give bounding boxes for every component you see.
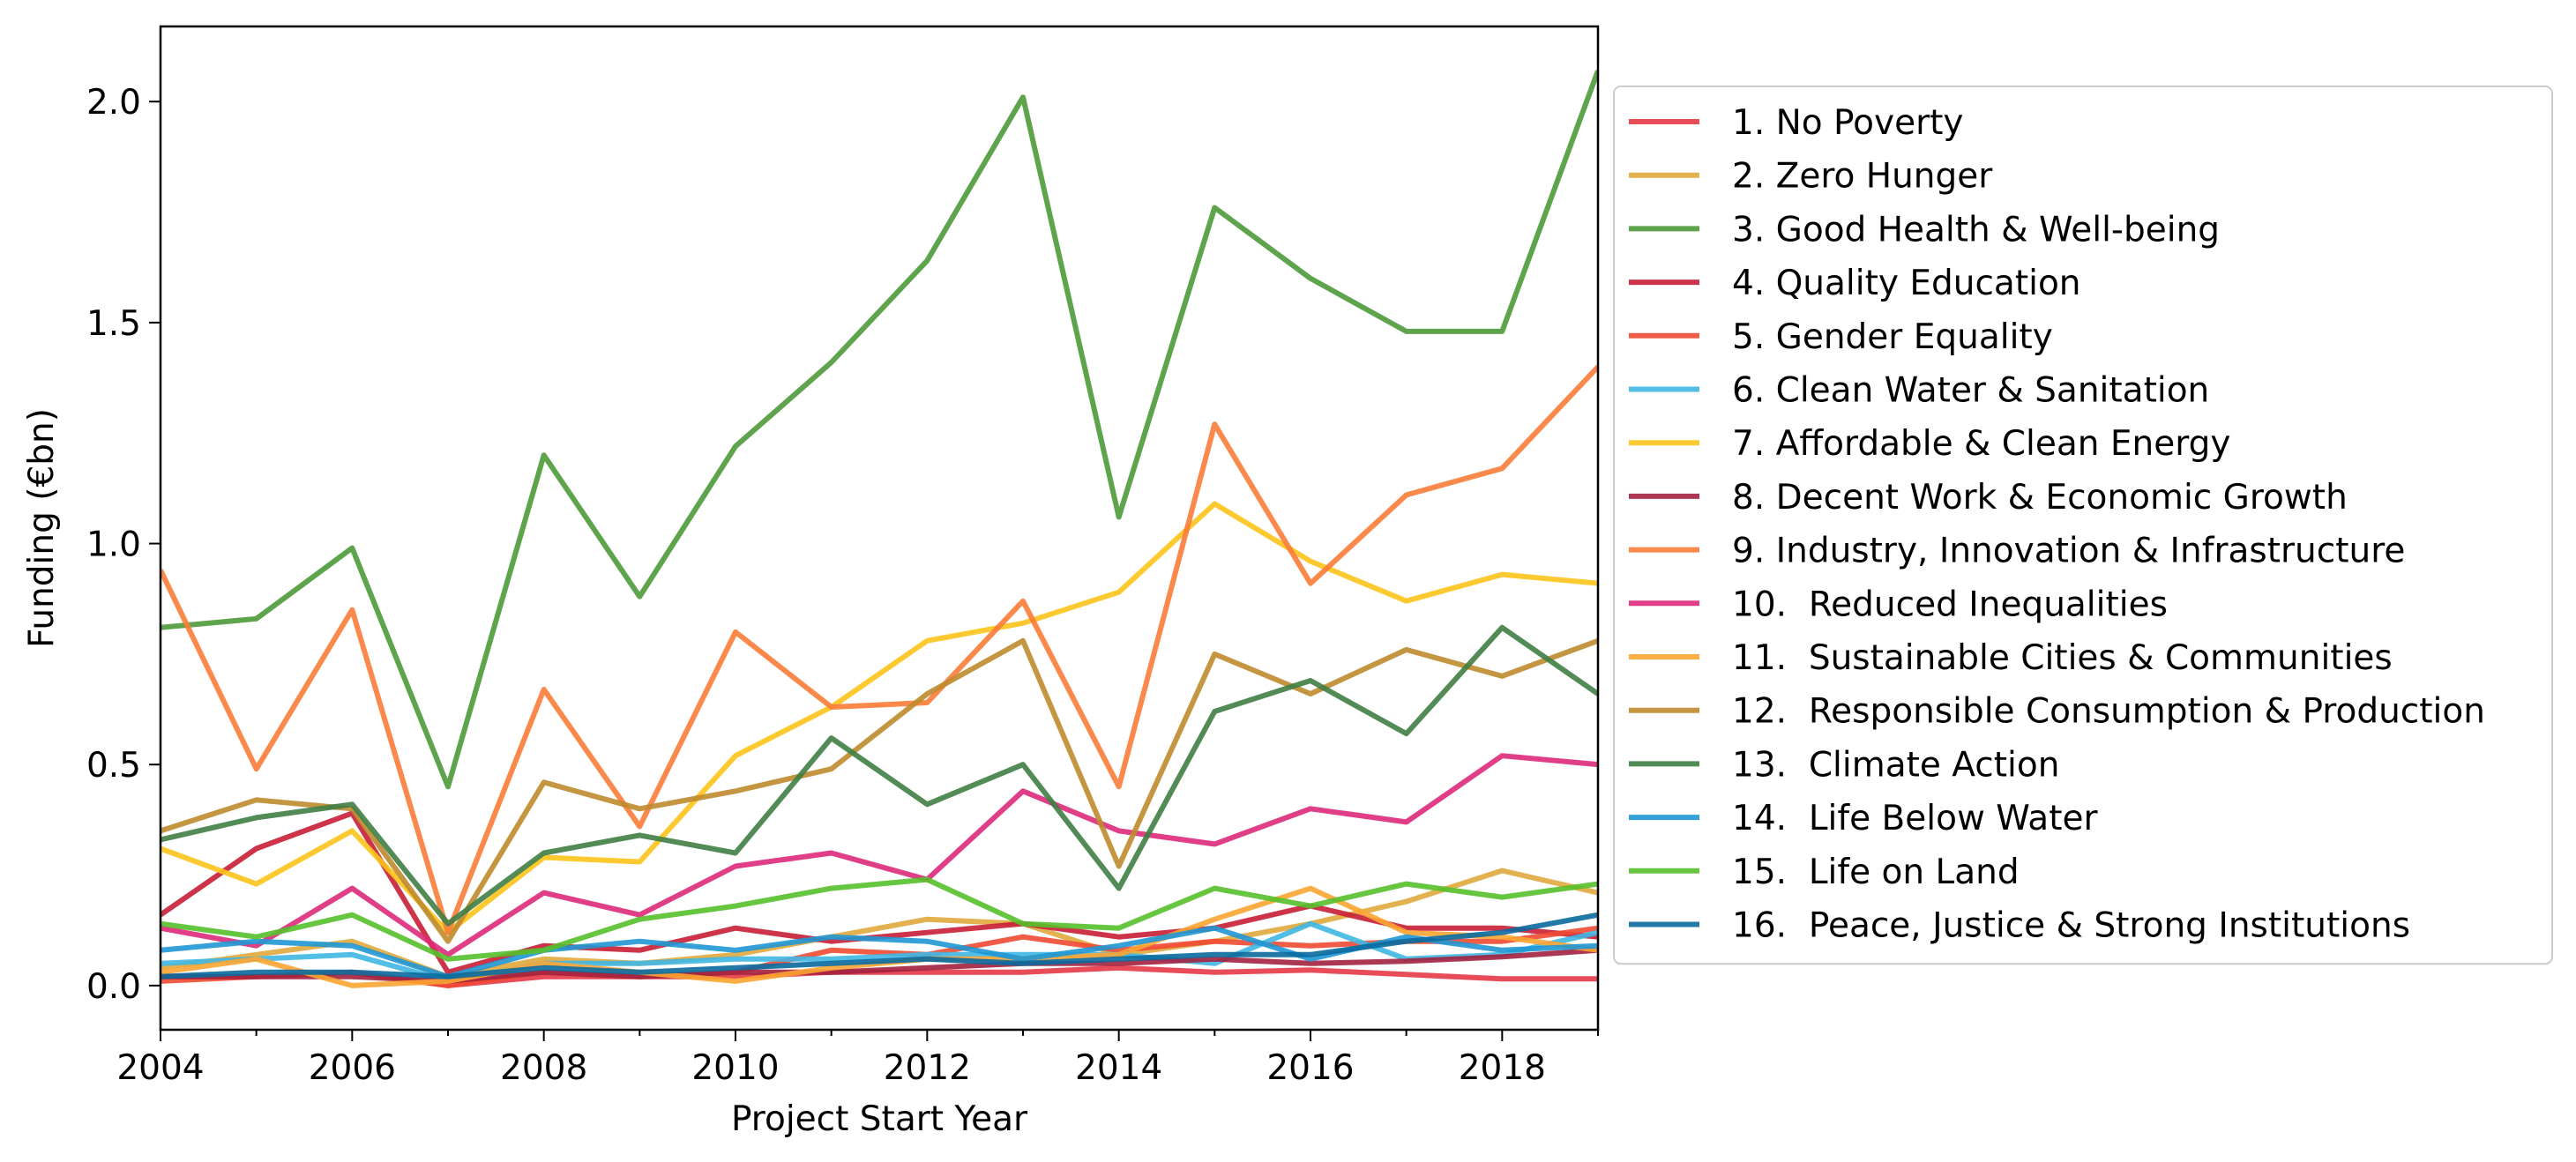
x-tick-label: 2016 <box>1266 1048 1354 1088</box>
legend-label: 8. Decent Work & Economic Growth <box>1732 478 2348 518</box>
series-line-16 <box>161 912 1598 980</box>
legend-label: 12. Responsible Consumption & Production <box>1732 692 2485 732</box>
x-axis: 2004 2006 2008 2010 2012 2014 2016 2018 <box>116 1030 1599 1088</box>
x-tick-label: 2012 <box>884 1048 971 1088</box>
legend-label: 14. Life Below Water <box>1732 799 2098 838</box>
series-line-3 <box>161 70 1598 790</box>
legend-label: 6. Clean Water & Sanitation <box>1732 371 2209 411</box>
legend-frame <box>1613 86 2553 965</box>
x-tick-label: 2008 <box>500 1048 587 1088</box>
legend-label: 15. Life on Land <box>1732 853 2020 892</box>
legend: 1. No Poverty 2. Zero Hunger 3. Good Healt… <box>1613 86 2553 965</box>
legend-label: 5. Gender Equality <box>1732 317 2053 357</box>
legend-label: 4. Quality Education <box>1732 264 2081 303</box>
series-line-13 <box>161 624 1598 927</box>
x-axis-title: Project Start Year <box>731 1099 1028 1139</box>
legend-label: 7. Affordable & Clean Energy <box>1732 424 2230 464</box>
series-layer <box>161 70 1598 988</box>
legend-label: 9. Industry, Innovation & Infrastructure <box>1732 532 2405 571</box>
plot-area <box>161 26 1598 1030</box>
series-line-8 <box>161 947 1598 984</box>
legend-label: 2. Zero Hunger <box>1732 157 1993 197</box>
series-line-10 <box>161 753 1598 957</box>
legend-label: 10. Reduced Inequalities <box>1732 585 2168 624</box>
y-axis: 0.0 0.5 1.0 1.5 2.0 <box>86 83 161 1007</box>
legend-label: 11. Sustainable Cities & Communities <box>1732 638 2393 678</box>
y-tick-label: 0.5 <box>86 746 141 786</box>
y-tick-label: 1.0 <box>86 525 141 565</box>
series-line-6 <box>161 920 1598 984</box>
x-tick-label: 2004 <box>116 1048 204 1088</box>
y-tick-label: 0.0 <box>86 967 141 1007</box>
x-tick-label: 2018 <box>1459 1048 1546 1088</box>
y-tick-label: 2.0 <box>86 83 141 123</box>
plot-frame <box>159 25 1600 1032</box>
legend-label: 1. No Poverty <box>1732 103 1964 143</box>
series-line-7 <box>161 501 1598 935</box>
x-tick-label: 2014 <box>1075 1048 1162 1088</box>
x-tick-label: 2006 <box>309 1048 396 1088</box>
series-line-9 <box>161 364 1598 935</box>
legend-label: 16. Peace, Justice & Strong Institutions <box>1732 906 2410 946</box>
y-axis-title: Funding (€bn) <box>22 408 62 648</box>
y-tick-label: 1.5 <box>86 304 141 344</box>
series-line-12 <box>161 637 1598 944</box>
legend-label: 13. Climate Action <box>1732 745 2059 785</box>
series-line-15 <box>161 876 1598 962</box>
legend-label: 3. Good Health & Well-being <box>1732 210 2220 250</box>
x-tick-label: 2010 <box>691 1048 779 1088</box>
